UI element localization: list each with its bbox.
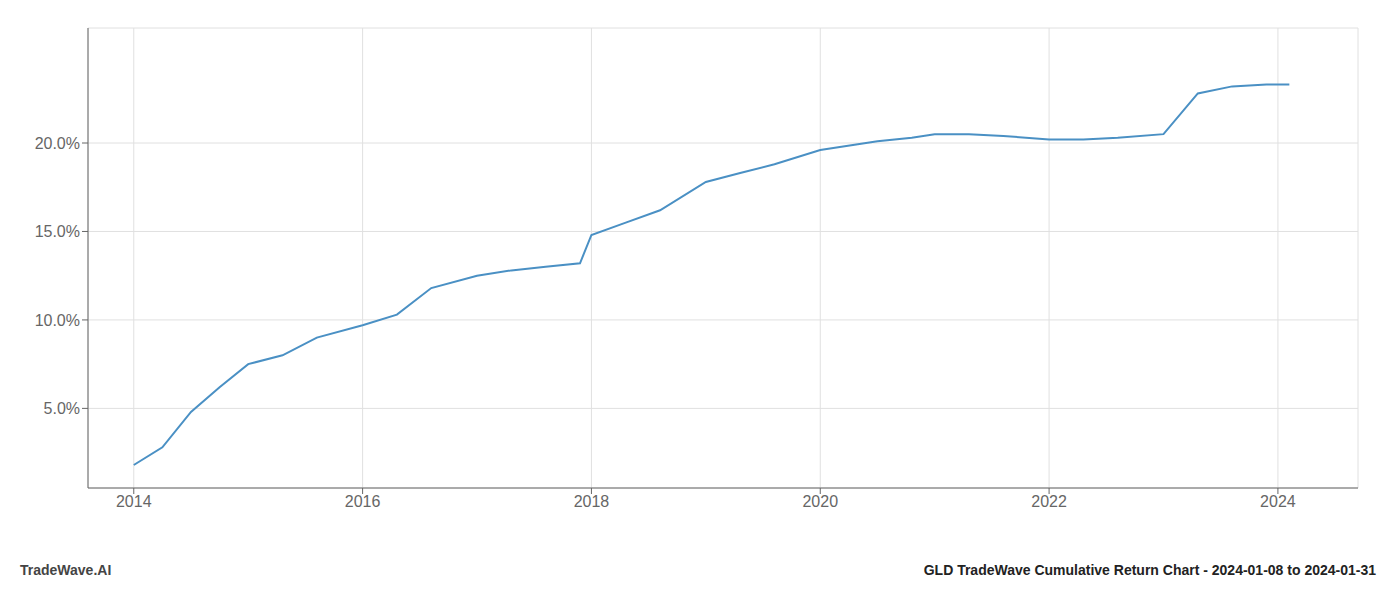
svg-text:5.0%: 5.0%	[44, 400, 80, 417]
html-text:GLD TradeWave Cumulative Retur: GLD TradeWave Cumulative Return Chart - …	[923, 562, 1376, 578]
svg-text:2018: 2018	[574, 493, 610, 510]
svg-text:2022: 2022	[1031, 493, 1067, 510]
html-text:TradeWave.AI: TradeWave.AI	[20, 562, 112, 578]
svg-text:2020: 2020	[802, 493, 838, 510]
svg-text:15.0%: 15.0%	[35, 223, 80, 240]
svg-text:20.0%: 20.0%	[35, 135, 80, 152]
svg-text:2014: 2014	[116, 493, 152, 510]
svg-text:2024: 2024	[1260, 493, 1296, 510]
svg-text:10.0%: 10.0%	[35, 312, 80, 329]
svg-text:2016: 2016	[345, 493, 381, 510]
